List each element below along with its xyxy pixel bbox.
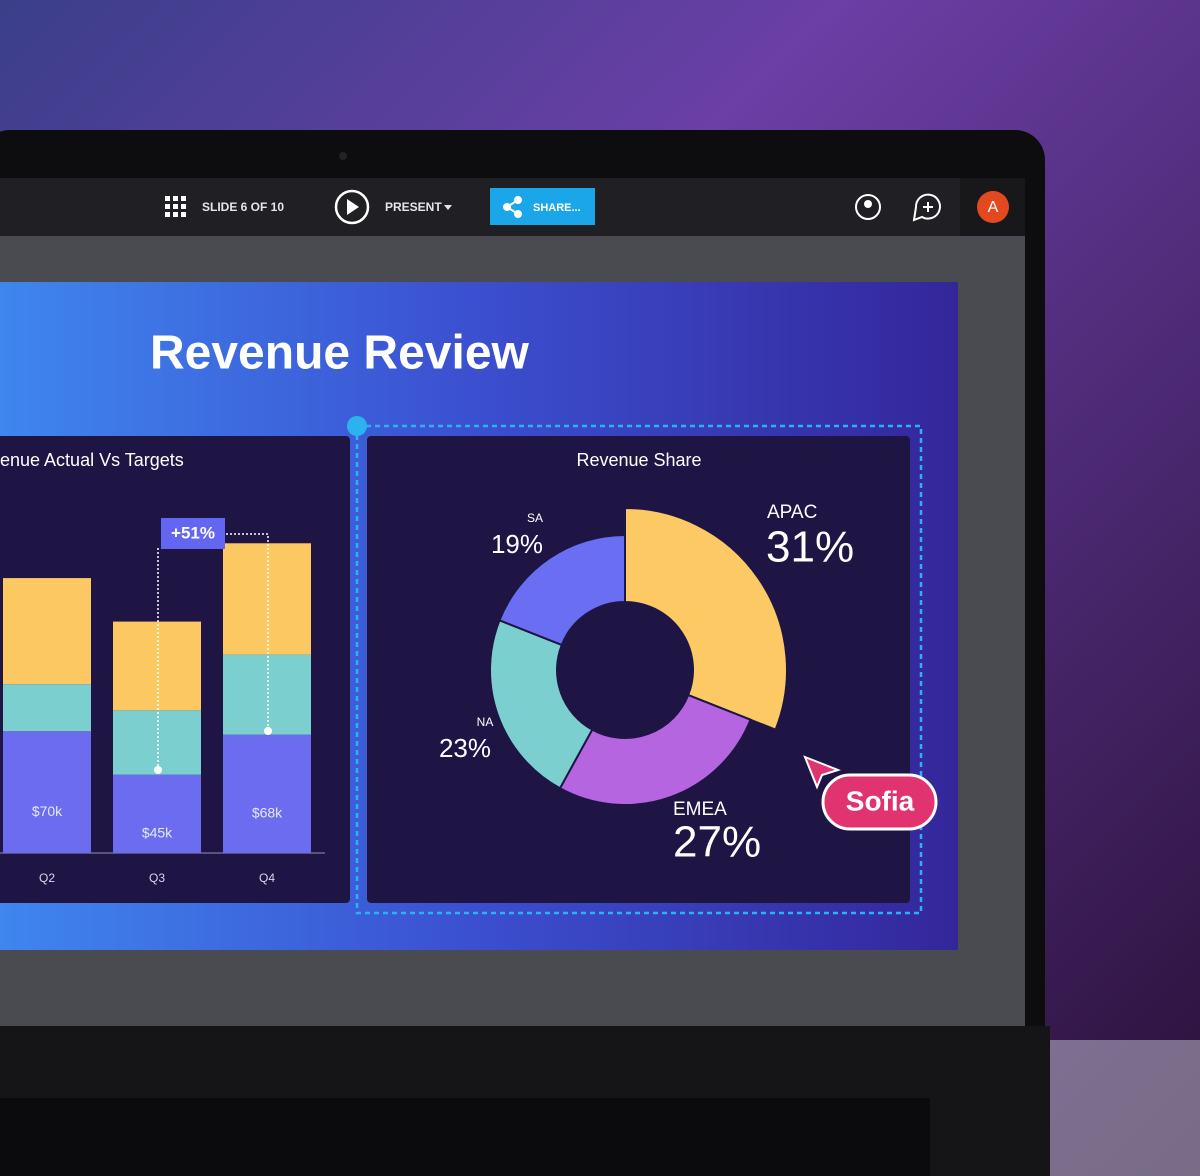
chart-title: Revenue Share	[576, 450, 701, 470]
grid-icon[interactable]	[165, 196, 186, 217]
slice-label: 31%	[766, 523, 854, 572]
donut-slice	[498, 533, 626, 647]
chart-title: enue Actual Vs Targets	[0, 450, 184, 470]
cursor-tag	[821, 773, 938, 831]
user-icon[interactable]	[855, 194, 881, 220]
share-label: SHARE...	[533, 202, 581, 214]
data-label: $68k	[252, 805, 283, 821]
annotation: +51%	[171, 523, 215, 542]
donut-slice	[489, 619, 594, 790]
annotation-box	[161, 518, 225, 549]
drag-handle[interactable]	[347, 416, 367, 436]
slide-title: Revenue Review	[150, 327, 530, 380]
cursor-name: Sofia	[846, 785, 915, 816]
bar-segment	[3, 684, 91, 732]
x-tick-label: Q2	[39, 871, 55, 885]
data-label: $45k	[142, 825, 173, 841]
bar-segment	[3, 578, 91, 685]
x-tick-label: Q4	[259, 871, 275, 885]
comment-plus	[923, 202, 933, 212]
slice-label: 27%	[673, 818, 761, 867]
slice-category: NA	[477, 715, 494, 729]
x-tick-label: Q3	[149, 871, 165, 885]
data-label: $70k	[32, 803, 63, 819]
share-icon	[503, 196, 522, 218]
comment-icon[interactable]	[912, 193, 941, 222]
bar-segment	[113, 621, 201, 711]
camera	[339, 152, 347, 160]
annotation-bracket	[157, 533, 269, 770]
slide-indicator: SLIDE 6 OF 10	[202, 200, 284, 214]
bracket-dot	[264, 727, 272, 735]
slice-label: 23%	[439, 733, 491, 763]
bar-segment	[3, 731, 91, 853]
slice-category: EMEA	[673, 799, 727, 820]
plots: enue Actual Vs Targets Q2 $70k Q3 $45k Q4 $68k…	[0, 450, 854, 885]
user-head	[864, 200, 872, 208]
bar-segment	[223, 543, 311, 655]
bar-segment	[223, 654, 311, 735]
donut-slice	[558, 693, 752, 806]
slice-category: APAC	[767, 502, 817, 523]
keyboard	[0, 1098, 930, 1176]
slice-category: SA	[527, 511, 543, 525]
bar-segment	[113, 774, 201, 853]
bar-segment	[113, 710, 201, 775]
donut-panel	[367, 436, 910, 903]
donut-slice	[624, 506, 788, 731]
bracket-dot	[154, 766, 162, 774]
selection-box[interactable]	[355, 424, 923, 915]
table-reflection	[1040, 1040, 1200, 1176]
slice-label: 19%	[491, 529, 543, 559]
dropdown-caret	[444, 205, 452, 210]
play-icon[interactable]	[334, 189, 370, 225]
cursor-arrow	[803, 755, 842, 790]
play-triangle	[347, 199, 359, 215]
bar-segment	[223, 734, 311, 853]
present-button[interactable]: PRESENT	[385, 200, 442, 214]
avatar[interactable]	[977, 191, 1009, 223]
avatar-initial: A	[988, 199, 999, 216]
